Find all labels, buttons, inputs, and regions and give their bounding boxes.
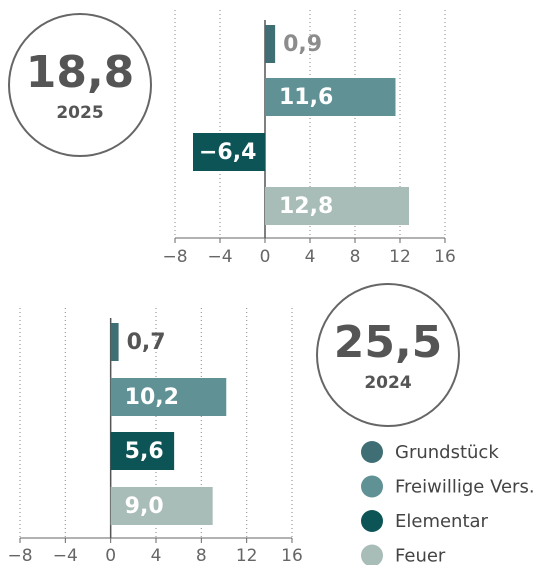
bar [265,187,409,225]
value-label: 12,8 [279,194,333,219]
value-label: 11,6 [279,85,333,110]
total-circle [8,13,152,157]
value-label: 0,9 [283,32,322,57]
x-tick-label: −8 [7,546,32,565]
bar [110,378,227,416]
total-value: 18,8 [26,47,135,98]
x-tick-label: 0 [260,247,271,267]
x-tick-label: 4 [305,247,316,267]
x-tick-label: 8 [350,247,361,267]
x-tick-label: 8 [196,546,207,565]
x-tick-label: 16 [281,546,303,565]
legend-label: Elementar [395,511,489,532]
value-label: 9,0 [125,494,164,519]
legend-swatch [361,441,383,463]
x-tick-label: 12 [389,247,411,267]
x-tick-label: 16 [434,247,456,267]
legend-swatch [361,510,383,532]
total-year: 2025 [56,103,103,123]
total-value: 25,5 [334,317,443,368]
x-tick-label: 0 [105,546,116,565]
x-tick-label: 4 [151,546,162,565]
bar [265,78,396,116]
bar [110,323,119,361]
value-label: 5,6 [125,439,164,464]
value-label: −6,4 [199,140,256,165]
value-label: 0,7 [127,330,166,355]
bar [110,432,175,470]
legend-label: Grundstück [395,442,499,463]
value-label: 10,2 [125,385,179,410]
total-circle [316,283,460,427]
bar [265,25,276,63]
x-tick-label: −8 [162,247,187,267]
legend-swatch [361,475,383,498]
x-tick-label: −4 [207,247,232,267]
x-tick-label: −4 [53,546,78,565]
total-year: 2024 [364,373,411,393]
legend-swatch [361,544,383,565]
legend-label: Freiwillige Vers. [395,477,535,498]
bar [193,133,265,171]
bar [110,487,213,525]
x-tick-label: 12 [236,546,258,565]
legend-label: Feuer [395,546,446,565]
